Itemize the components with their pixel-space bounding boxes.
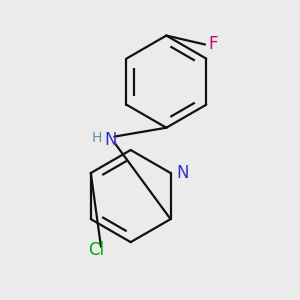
- Text: H: H: [91, 131, 102, 145]
- Text: N: N: [104, 131, 117, 149]
- Text: Cl: Cl: [88, 241, 105, 259]
- Text: F: F: [208, 35, 218, 53]
- Text: N: N: [176, 164, 189, 182]
